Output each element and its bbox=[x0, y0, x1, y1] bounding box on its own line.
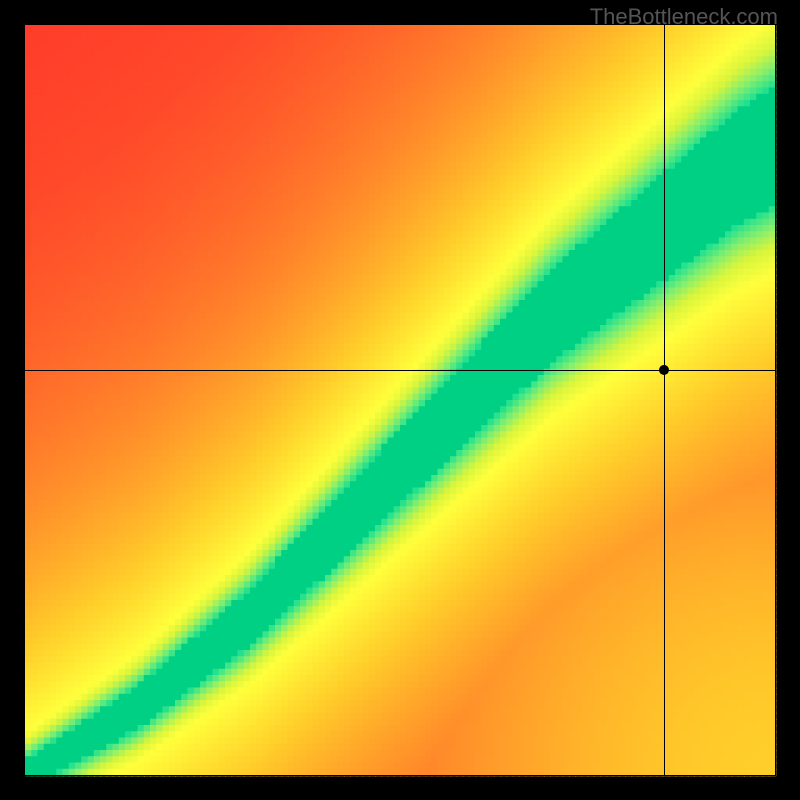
bottleneck-heatmap bbox=[0, 0, 800, 800]
watermark-text: TheBottleneck.com bbox=[590, 4, 778, 30]
chart-container: TheBottleneck.com bbox=[0, 0, 800, 800]
